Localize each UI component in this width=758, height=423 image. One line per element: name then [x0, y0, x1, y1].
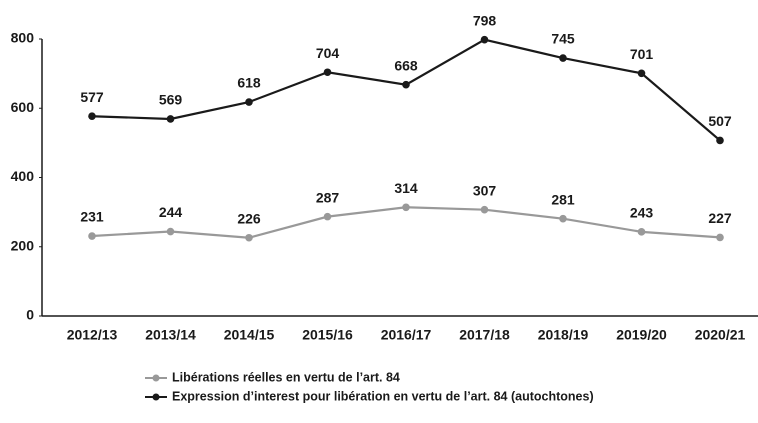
y-tick-label: 200	[11, 237, 35, 253]
point	[637, 69, 646, 78]
x-tick-label: 2013/14	[145, 327, 196, 343]
data-label: 314	[394, 180, 418, 196]
point	[88, 112, 96, 121]
y-tick-label: 800	[11, 30, 35, 46]
data-label: 287	[316, 189, 340, 205]
data-label: 798	[473, 12, 497, 28]
x-tick-label: 2018/19	[538, 327, 589, 343]
point	[402, 80, 410, 89]
data-label: 704	[316, 45, 340, 61]
point	[323, 68, 332, 77]
data-label: 577	[80, 89, 104, 105]
data-label: 618	[237, 75, 261, 91]
point	[559, 54, 567, 62]
point	[402, 203, 410, 212]
point	[245, 98, 253, 106]
point	[88, 232, 96, 240]
series-line	[91, 38, 721, 142]
data-label: 701	[630, 46, 654, 62]
data-label: 307	[473, 182, 497, 198]
point	[480, 35, 489, 44]
y-tick-label: 600	[11, 99, 35, 115]
y-tick-label: 400	[11, 168, 35, 184]
data-label: 244	[159, 204, 183, 220]
x-tick-label: 2019/20	[616, 327, 667, 343]
x-tick-label: 2017/18	[459, 327, 510, 343]
point	[637, 228, 646, 236]
data-label: 745	[551, 31, 575, 47]
data-label: 668	[394, 57, 418, 73]
series-line	[91, 206, 721, 239]
data-label: 281	[551, 191, 575, 207]
y-tick-label: 0	[26, 307, 34, 323]
legend-text: Libérations réelles en vertu de l’art. 8…	[172, 370, 400, 384]
point	[166, 115, 175, 123]
data-label: 231	[80, 209, 104, 225]
legend-text: Expression d’interest pour libération en…	[172, 389, 594, 403]
legend-marker	[152, 393, 160, 401]
x-tick-label: 2016/17	[381, 327, 432, 343]
data-label: 227	[708, 210, 732, 226]
x-tick-label: 2015/16	[302, 327, 353, 343]
data-label: 226	[237, 210, 261, 226]
point	[323, 212, 332, 221]
point	[480, 205, 489, 214]
point	[245, 233, 253, 242]
x-tick-label: 2020/21	[695, 327, 746, 343]
data-label: 569	[159, 92, 183, 108]
point	[559, 214, 567, 223]
x-tick-label: 2014/15	[224, 327, 275, 343]
point	[716, 136, 724, 145]
point	[166, 227, 175, 236]
data-label: 243	[630, 205, 654, 221]
point	[716, 233, 724, 242]
x-tick-label: 2012/13	[67, 327, 118, 343]
data-label: 507	[708, 113, 732, 129]
legend-marker	[152, 374, 160, 382]
